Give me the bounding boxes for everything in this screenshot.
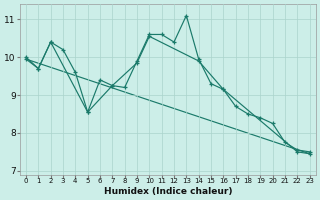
X-axis label: Humidex (Indice chaleur): Humidex (Indice chaleur) (104, 187, 232, 196)
